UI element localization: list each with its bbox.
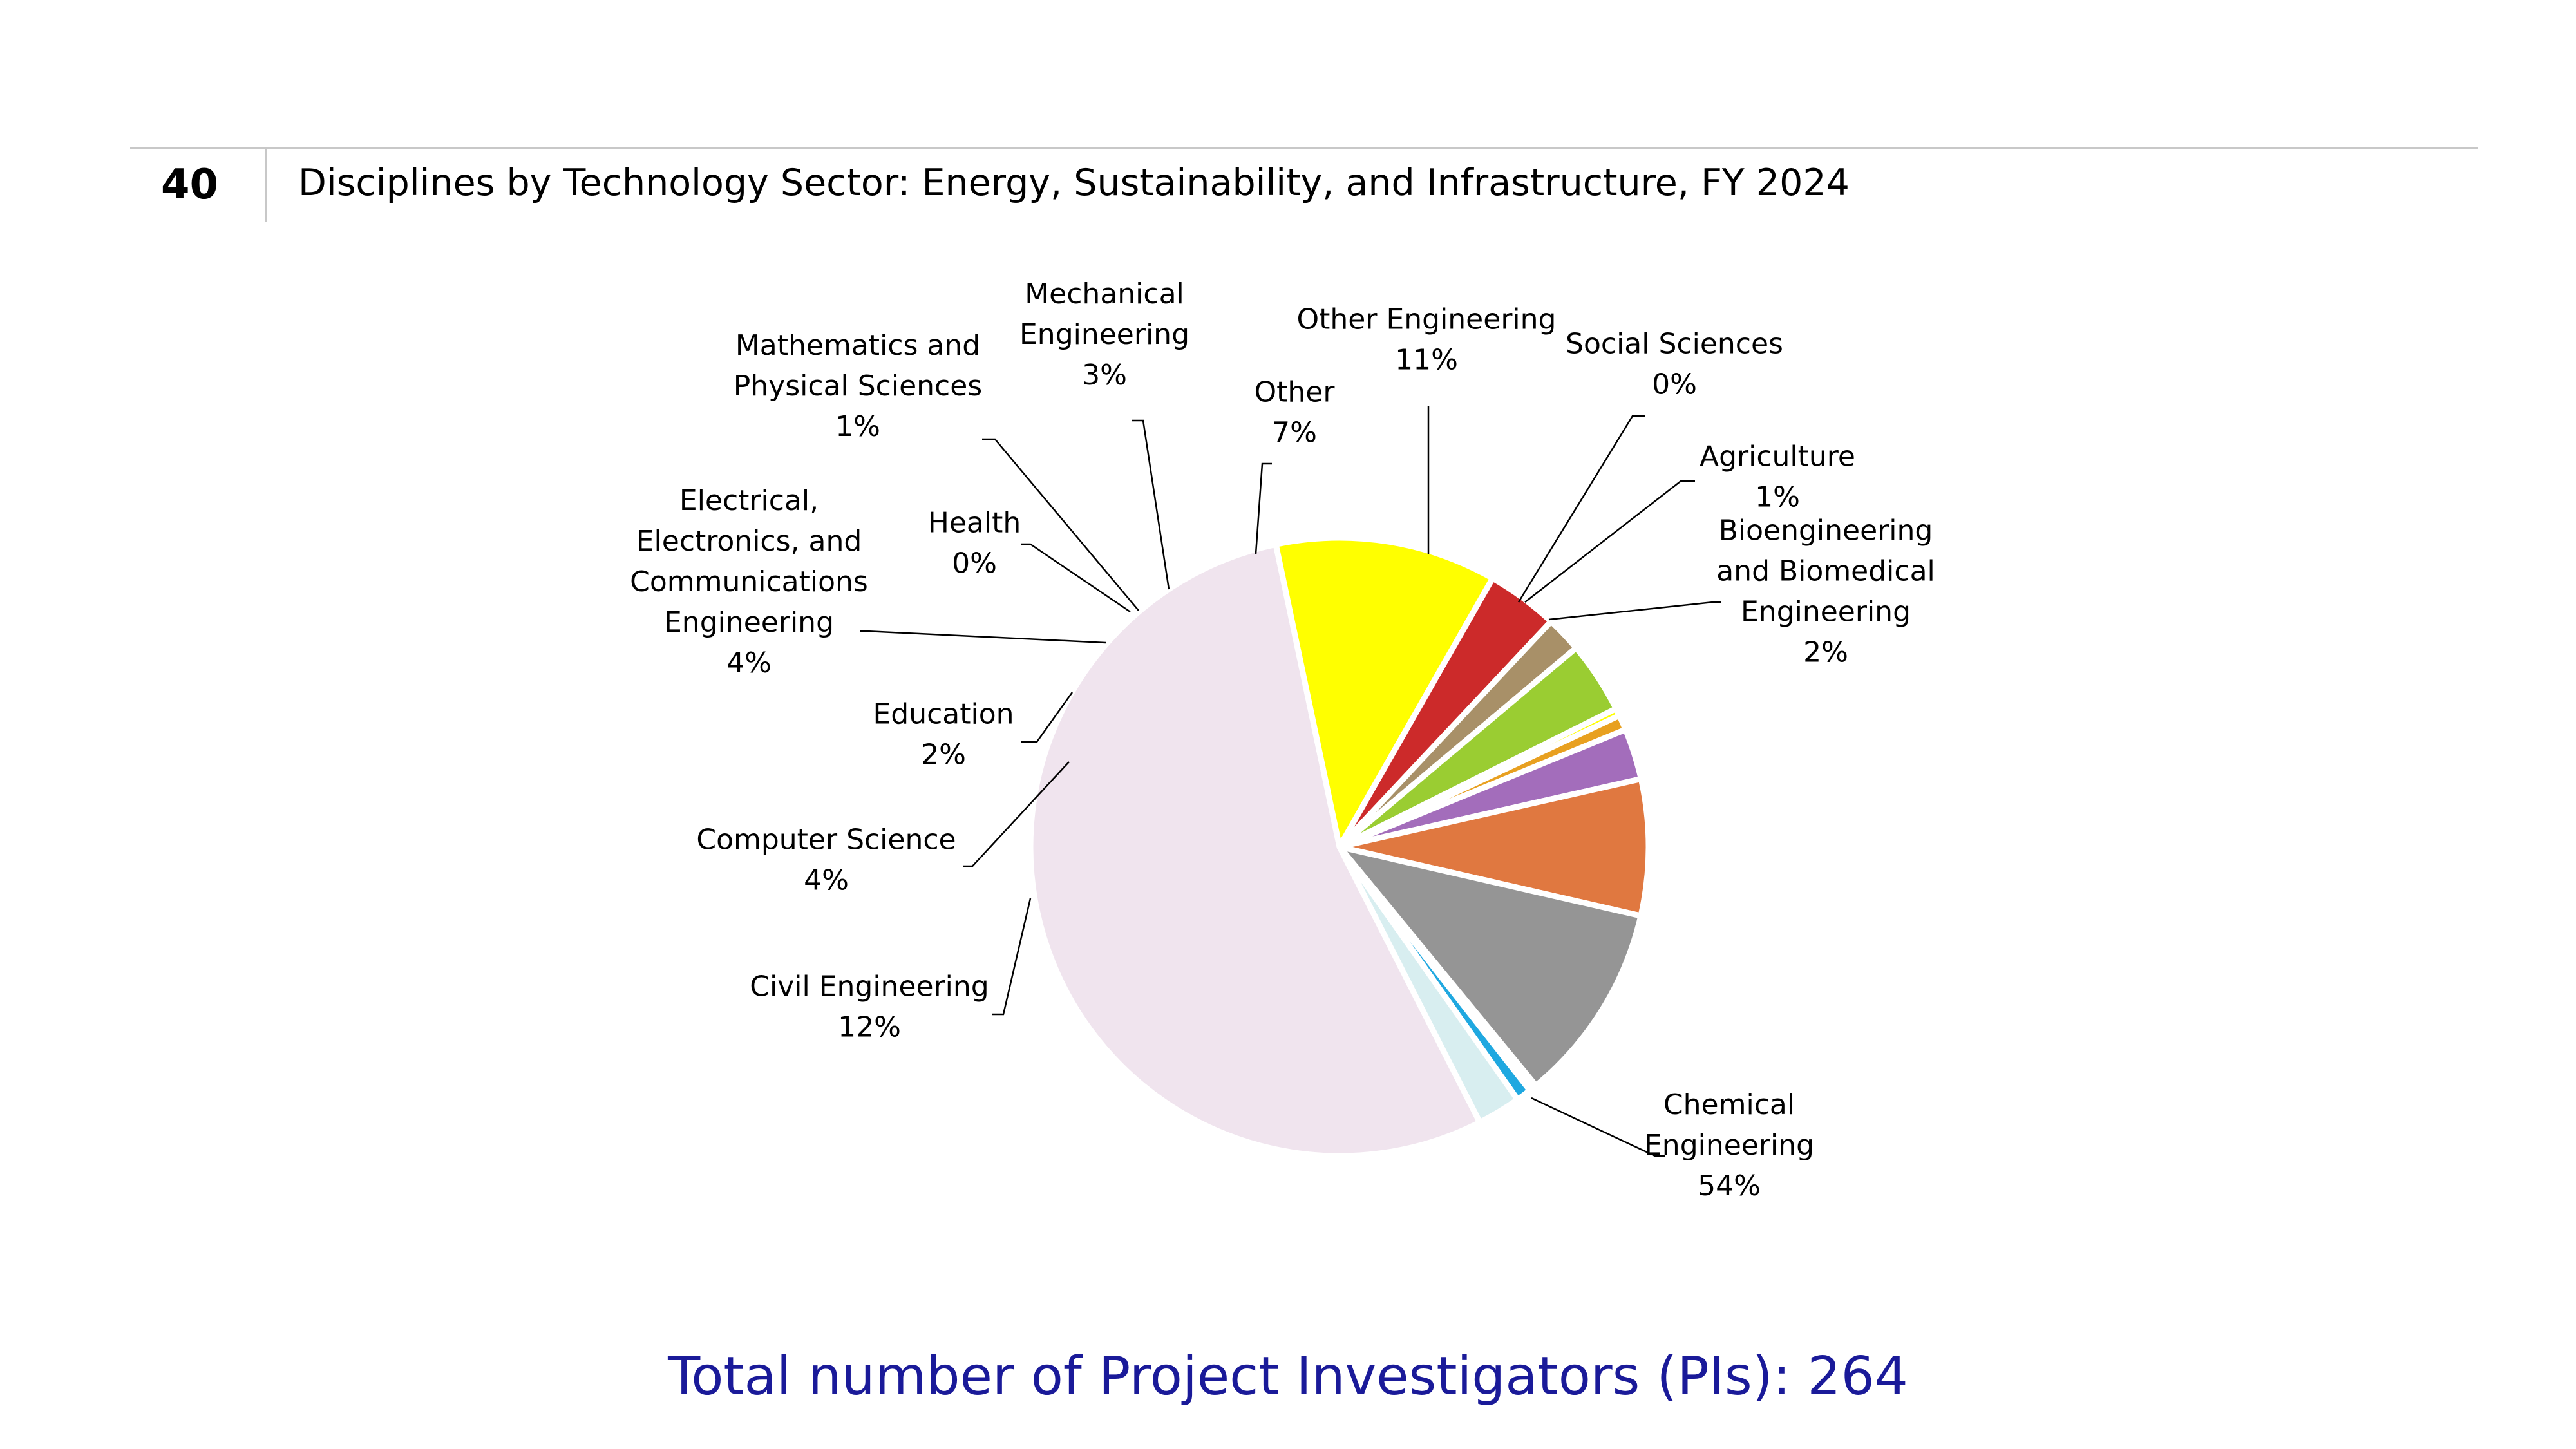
- slice-name-label: Mechanical: [1025, 278, 1184, 310]
- slice-percent-label: 0%: [952, 547, 997, 580]
- slice-percent-label: 3%: [1082, 359, 1127, 392]
- leader-line: [1517, 415, 1645, 603]
- total-pis: Total number of Project Investigators (P…: [668, 1346, 1908, 1407]
- pie-slice-other: [1336, 776, 1652, 919]
- slice-name-label: Chemical: [1663, 1088, 1795, 1121]
- slice-name-label: Electrical,: [679, 484, 819, 517]
- slice-percent-label: 1%: [1755, 481, 1800, 514]
- slice-name-label: Mathematics and: [735, 329, 980, 362]
- pie-slice-chemical-engineering: [1027, 541, 1483, 1159]
- slice-percent-label: 0%: [1652, 368, 1697, 401]
- pie-slice-other-engineering: [1336, 844, 1644, 1089]
- slice-percent-label: 1%: [835, 410, 880, 443]
- leader-line: [1531, 1097, 1665, 1157]
- leader-line: [982, 438, 1139, 611]
- slice-name-label: Engineering: [1019, 318, 1189, 351]
- slice-name-label: Other Engineering: [1297, 303, 1557, 336]
- slice-name-label: Other: [1255, 376, 1336, 409]
- slice-name-label: Engineering: [1644, 1129, 1814, 1162]
- leader-line: [1132, 419, 1170, 590]
- slice-percent-label: 12%: [838, 1011, 901, 1044]
- leader-line: [1255, 462, 1272, 554]
- slice-labels: Chemical Engineering 54% Civil Engineering 1…: [630, 278, 1935, 1202]
- leader-line: [1524, 480, 1695, 603]
- leader-line: [1548, 601, 1721, 621]
- slice-percent-label: 7%: [1272, 417, 1317, 450]
- slice-name-label: Engineering: [1741, 596, 1911, 629]
- header-divider: [130, 147, 2478, 149]
- slice-name-label: Bioengineering: [1719, 515, 1933, 547]
- slice-name-label: Social Sciences: [1566, 328, 1783, 361]
- slice-name-label: Health: [928, 507, 1021, 540]
- slice-percent-label: 4%: [726, 647, 772, 679]
- leader-line: [860, 630, 1106, 644]
- slice-name-label: Physical Sciences: [734, 370, 982, 402]
- leader-line: [1021, 543, 1131, 613]
- header-vertical-divider: [265, 148, 267, 222]
- leader-line: [992, 898, 1032, 1016]
- slice-name-label: Civil Engineering: [750, 971, 989, 1003]
- slice-percent-label: 11%: [1395, 344, 1458, 377]
- slice-percent-label: 2%: [921, 739, 966, 772]
- slice-name-label: Communications: [630, 565, 868, 598]
- leader-line: [963, 761, 1070, 867]
- pie-slices: [1027, 535, 1652, 1159]
- slice-name-label: Computer Science: [696, 824, 956, 857]
- slice-name-label: Electronics, and: [636, 525, 862, 558]
- pie-slice-bioengineering-and-biomedical-engineering: [1336, 844, 1520, 1126]
- pie-slice-civil-engineering: [1273, 535, 1496, 850]
- slice-name-label: Engineering: [664, 606, 834, 639]
- slice-name-label: Agriculture: [1700, 440, 1855, 473]
- slice-percent-label: 54%: [1698, 1170, 1761, 1202]
- slide-title: Disciplines by Technology Sector: Energy…: [298, 162, 1850, 204]
- slide-number: 40: [161, 161, 219, 209]
- slice-percent-label: 4%: [804, 864, 849, 897]
- slice-name-label: Education: [873, 698, 1014, 731]
- slice-percent-label: 2%: [1803, 636, 1848, 669]
- slice-name-label: and Biomedical: [1716, 555, 1935, 588]
- leader-line: [1021, 692, 1074, 743]
- leader-lines: [860, 406, 1721, 1157]
